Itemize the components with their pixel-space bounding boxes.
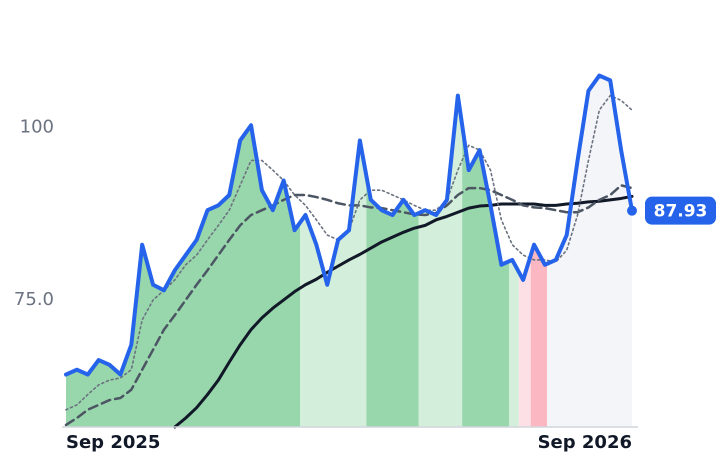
lines xyxy=(64,73,634,429)
region-band xyxy=(418,75,463,427)
y-tick-label: 75.0 xyxy=(14,289,54,310)
last-value-badge xyxy=(645,196,716,225)
last-value-label: 87.93 xyxy=(654,202,708,222)
moving-average-line xyxy=(173,194,634,429)
region-band xyxy=(462,75,510,427)
region-band xyxy=(530,75,548,427)
last-point xyxy=(627,205,637,216)
region-band xyxy=(509,75,519,427)
x-tick-label: Sep 2026 xyxy=(538,432,632,453)
y-tick-label: 100 xyxy=(20,116,54,137)
region-band xyxy=(518,75,531,427)
x-tick-label: Sep 2025 xyxy=(66,432,160,453)
price-line xyxy=(64,73,634,377)
moving-average-line xyxy=(64,184,634,427)
region-band xyxy=(66,75,301,427)
